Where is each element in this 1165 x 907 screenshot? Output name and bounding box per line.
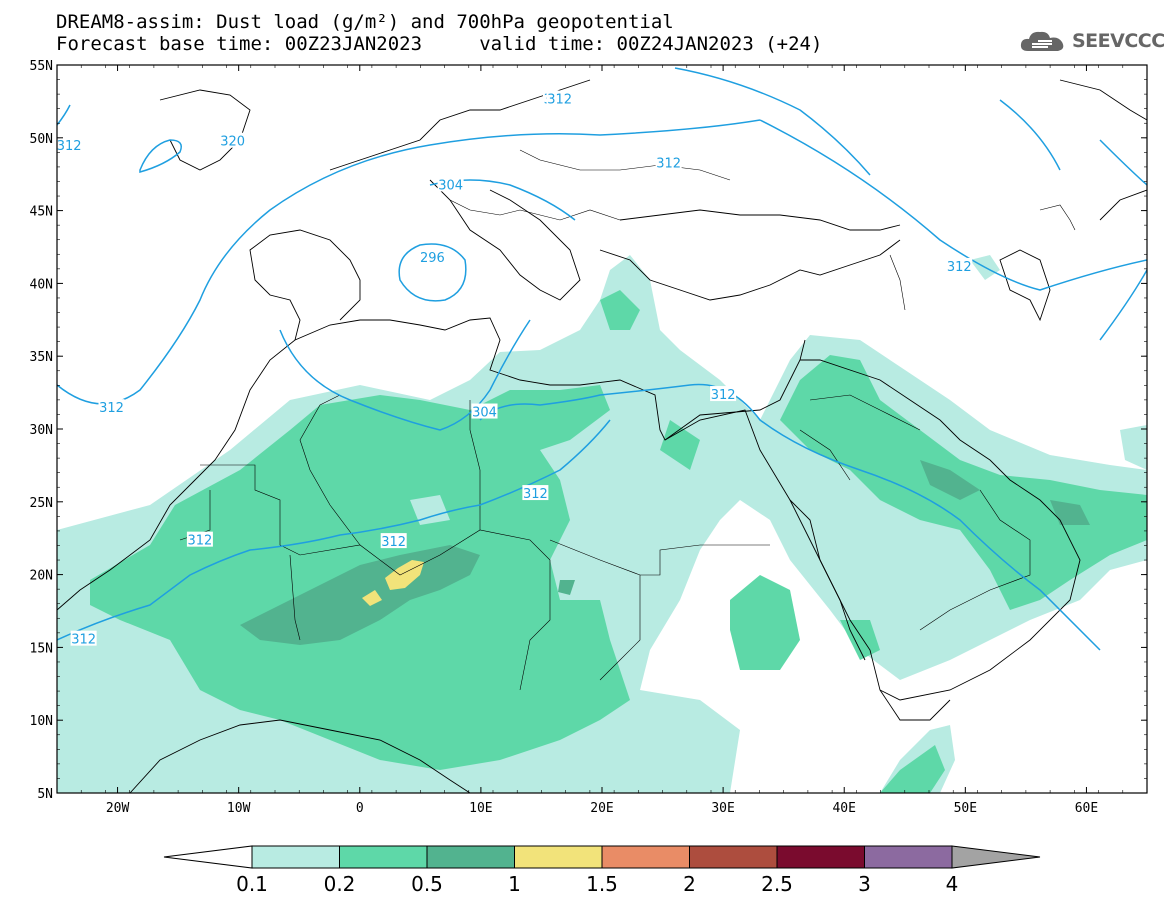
colorbar-low-arrow — [163, 845, 253, 869]
lat-tick-label: 20N — [30, 569, 53, 584]
lon-tick-label: 20W — [106, 801, 130, 816]
contour-label-bg — [710, 386, 737, 402]
colorbar-label: 1.5 — [586, 872, 618, 896]
lat-tick-label: 30N — [30, 423, 53, 438]
contour-label-bg — [946, 257, 973, 273]
colorbar-label: 2 — [683, 872, 696, 896]
colorbar-cell — [864, 845, 953, 869]
contour-label: 312 — [381, 535, 406, 550]
colorbar-high-arrow — [951, 845, 1041, 869]
country-borders — [179, 149, 1076, 691]
colorbar-cell — [339, 845, 428, 869]
contour-label: 312 — [711, 388, 736, 403]
contour-label: 312 — [187, 534, 212, 549]
contour-label-bg — [380, 533, 407, 549]
contour-label-bg — [56, 137, 83, 153]
colorbar-label: 0.2 — [323, 872, 356, 896]
contour-label-bg — [522, 485, 549, 501]
contour-label-bg — [471, 403, 498, 419]
colorbar-cell — [689, 845, 778, 869]
lat-tick-label: 10N — [30, 714, 53, 729]
contour-label: 312 — [523, 487, 548, 502]
lat-tick-label: 50N — [30, 132, 53, 147]
contour-label: 312 — [71, 633, 96, 648]
contour-label-bg — [219, 132, 246, 148]
contour-label-bg — [98, 399, 125, 415]
lat-tick-label: 25N — [30, 496, 53, 511]
contour-label: 312 — [656, 157, 681, 172]
colorbar-cell — [426, 845, 515, 869]
logo-text: SEEVCCC — [1072, 30, 1165, 52]
contour-label: 312 — [547, 92, 572, 107]
map-title: DREAM8-assim: Dust load (g/m²) and 700hP… — [56, 11, 674, 33]
contour-labels: 312 312 320 312 312 304 296 312 312 312 304 312 312 3… — [56, 90, 973, 648]
map-subtitle: Forecast base time: 00Z23JAN2023 valid t… — [56, 33, 823, 55]
colorbar-label: 4 — [945, 872, 959, 896]
contour-label: 304 — [438, 178, 463, 193]
axis-ticks: 55N 50N 45N 40N 35N 30N 25N 20N 15N 10N 5N 20W 10W 0 1… — [30, 59, 1148, 816]
contour-label-bg — [437, 176, 464, 192]
contour-label: 304 — [472, 406, 497, 421]
colorbar-cell — [776, 845, 865, 869]
contour-label: 312 — [57, 139, 82, 154]
lon-tick-label: 60E — [1075, 801, 1098, 816]
lat-tick-label: 55N — [30, 59, 53, 74]
lon-tick-label: 50E — [954, 801, 977, 816]
colorbar-cell — [514, 845, 603, 869]
contour-label-bg — [186, 531, 213, 547]
colorbar — [163, 845, 1041, 869]
lon-tick-label: 10W — [227, 801, 251, 816]
colorbar-label: 2.5 — [761, 872, 793, 896]
colorbar-label: 1 — [508, 872, 521, 896]
lon-tick-label: 40E — [832, 801, 855, 816]
colorbar-label: 0.5 — [411, 872, 443, 896]
lat-tick-label: 5N — [37, 787, 53, 802]
lon-tick-label: 0 — [356, 801, 364, 816]
contour-label-bg — [546, 90, 573, 106]
geopotential-contours — [57, 67, 1147, 651]
colorbar-cell — [251, 845, 340, 869]
cloud-icon — [1020, 31, 1064, 51]
lat-tick-label: 40N — [30, 277, 53, 292]
contour-label: 312 — [99, 401, 124, 416]
lat-tick-label: 45N — [30, 205, 53, 220]
lon-tick-label: 30E — [711, 801, 734, 816]
contour-label: 312 — [947, 260, 972, 275]
colorbar-label: 0.1 — [236, 872, 268, 896]
colorbar-cell — [601, 845, 690, 869]
colorbar-label: 3 — [858, 872, 871, 896]
contour-label-bg — [655, 154, 682, 170]
seevccc-logo: SEEVCCC — [1018, 24, 1165, 58]
contour-label: 320 — [220, 135, 245, 150]
lat-tick-label: 35N — [30, 350, 53, 365]
contour-label-bg — [70, 630, 97, 646]
dust-field — [57, 255, 1147, 793]
contour-label-bg — [419, 249, 446, 265]
lat-tick-label: 15N — [30, 641, 53, 656]
lon-tick-label: 20E — [590, 801, 613, 816]
contour-label: 296 — [420, 251, 445, 266]
lon-tick-label: 10E — [469, 801, 492, 816]
